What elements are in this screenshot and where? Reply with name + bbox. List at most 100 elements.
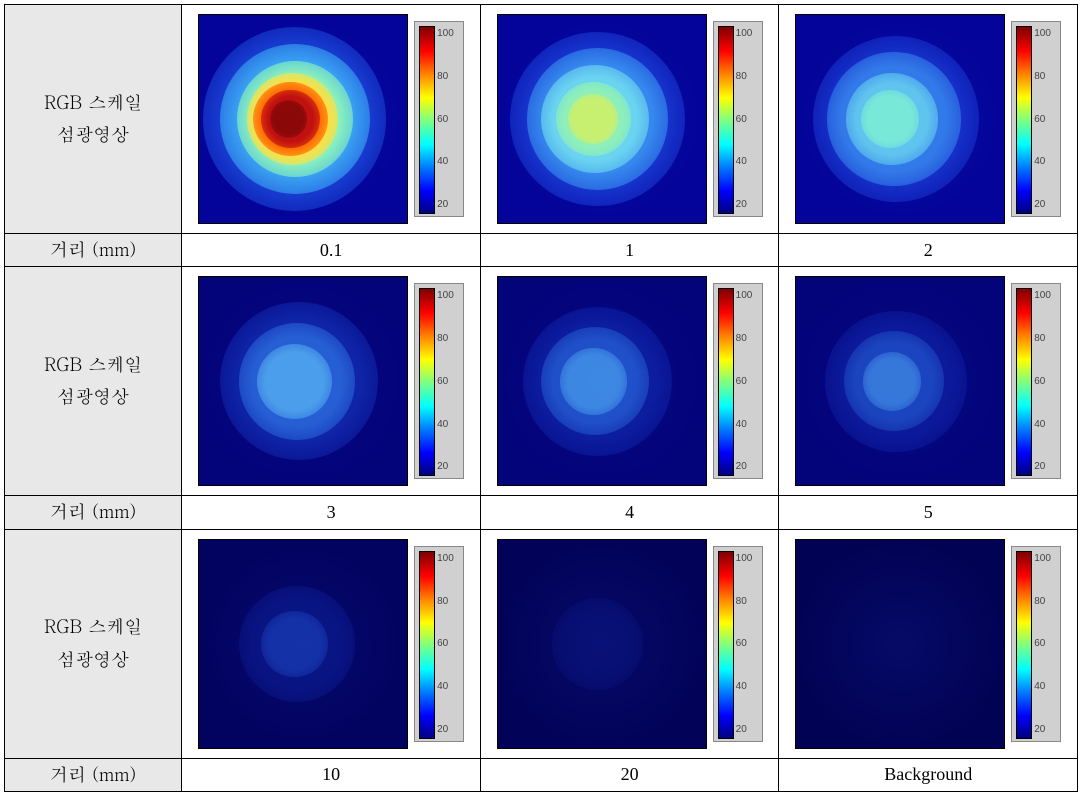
colorbar-tick: 100 [437, 28, 459, 39]
colorbar-tick: 20 [437, 461, 459, 472]
distance-text: 0.1 [320, 240, 343, 260]
colorbar: 10080604020 [414, 21, 464, 217]
colorbar-gradient [1016, 551, 1032, 739]
colorbar-gradient [718, 551, 734, 739]
colorbar-tick: 40 [736, 156, 758, 167]
colorbar-gradient [718, 26, 734, 214]
distance-value: 20 [480, 758, 779, 791]
colorbar-ticks: 10080604020 [1034, 551, 1056, 737]
colorbar-gradient [419, 551, 435, 739]
colorbar-tick: 40 [736, 419, 758, 430]
colorbar-tick: 60 [437, 638, 459, 649]
colorbar-ticks: 10080604020 [1034, 288, 1056, 474]
heatmap-cell: 100 80 60 40 20 [182, 267, 481, 496]
colorbar-tick: 100 [437, 553, 459, 564]
row-header-line2: 섬광영상 [5, 119, 181, 151]
colorbar: 10080604020 [1011, 21, 1061, 217]
colorbar: 10080604020 [1011, 283, 1061, 479]
colorbar-ticks: 10080604020 [736, 288, 758, 474]
heatmap-image [497, 14, 707, 224]
distance-value: 5 [779, 496, 1078, 529]
heatmap-cell: 10080604020 [480, 267, 779, 496]
colorbar-tick: 80 [736, 333, 758, 344]
colorbar-tick: 60 [1034, 114, 1056, 125]
colorbar-tick: 80 [1034, 71, 1056, 82]
distance-text: 4 [625, 502, 634, 522]
colorbar-tick: 80 [437, 333, 459, 344]
colorbar-tick: 40 [437, 419, 459, 430]
row-header-line2: 섬광영상 [5, 644, 181, 676]
row-header-distance: 거리 (mm) [5, 758, 182, 791]
heatmap-cell: 10080604020 [182, 529, 481, 758]
scintillation-image-table: RGB 스케일섬광영상10080604020100806040201008060… [4, 4, 1078, 792]
colorbar-tick: 20 [1034, 724, 1056, 735]
colorbar-tick: 80 [736, 596, 758, 607]
heatmap-cell: 10080604020 [480, 5, 779, 234]
colorbar: 100 80 60 40 20 [713, 546, 763, 742]
distance-header-text: 거리 (mm) [50, 237, 136, 262]
colorbar-gradient [1016, 26, 1032, 214]
heatmap-image [198, 539, 408, 749]
colorbar-tick: 40 [1034, 681, 1056, 692]
heatmap-image [497, 276, 707, 486]
colorbar-ticks: 100 80 60 40 20 [736, 551, 758, 737]
heatmap-cell: 10080604020 [779, 529, 1078, 758]
colorbar: 10080604020 [1011, 546, 1061, 742]
heatmap-cell: 10080604020 [779, 5, 1078, 234]
distance-value: 3 [182, 496, 481, 529]
colorbar-tick: 80 [437, 596, 459, 607]
row-header-line1: RGB 스케일 [5, 87, 181, 119]
row-header-line2: 섬광영상 [5, 381, 181, 413]
distance-value: 2 [779, 234, 1078, 267]
colorbar: 10080604020 [713, 283, 763, 479]
colorbar-tick: 40 [736, 681, 758, 692]
colorbar-ticks: 10080604020 [437, 26, 459, 212]
colorbar-tick: 60 [736, 638, 758, 649]
heatmap-image [795, 276, 1005, 486]
heatmap-image [198, 276, 408, 486]
colorbar-tick: 60 [1034, 638, 1056, 649]
distance-text: 1 [625, 240, 634, 260]
distance-value: 4 [480, 496, 779, 529]
heatmap-image [497, 539, 707, 749]
heatmap-image [198, 14, 408, 224]
colorbar: 10080604020 [414, 546, 464, 742]
colorbar-ticks: 10080604020 [1034, 26, 1056, 212]
distance-text: 10 [322, 764, 340, 784]
colorbar-tick: 20 [1034, 461, 1056, 472]
distance-text: 2 [924, 240, 933, 260]
distance-header-text: 거리 (mm) [50, 762, 136, 787]
row-header-distance: 거리 (mm) [5, 496, 182, 529]
colorbar-tick: 60 [736, 114, 758, 125]
row-header-distance: 거리 (mm) [5, 234, 182, 267]
colorbar: 10080604020 [713, 21, 763, 217]
heatmap-cell: 100 80 60 40 20 [480, 529, 779, 758]
colorbar-tick: 100 [1034, 553, 1056, 564]
row-header-line1: RGB 스케일 [5, 611, 181, 643]
colorbar-tick: 100 [736, 28, 758, 39]
colorbar-tick: 60 [437, 376, 459, 387]
colorbar-gradient [718, 288, 734, 476]
colorbar-tick: 20 [1034, 199, 1056, 210]
colorbar-tick: 40 [437, 681, 459, 692]
colorbar-tick: 80 [1034, 333, 1056, 344]
heatmap-image [795, 539, 1005, 749]
distance-text: 5 [924, 502, 933, 522]
distance-value: 0.1 [182, 234, 481, 267]
distance-text: 20 [621, 764, 639, 784]
colorbar-tick: 100 [736, 553, 758, 564]
colorbar-gradient [419, 288, 435, 476]
colorbar-tick: 20 [736, 724, 758, 735]
heatmap-cell: 10080604020 [182, 5, 481, 234]
heatmap-image [795, 14, 1005, 224]
row-header-image: RGB 스케일섬광영상 [5, 5, 182, 234]
heatmap-cell: 10080604020 [779, 267, 1078, 496]
colorbar-tick: 20 [437, 199, 459, 210]
colorbar-tick: 80 [437, 71, 459, 82]
colorbar-tick: 100 [437, 290, 459, 301]
colorbar-tick: 40 [437, 156, 459, 167]
colorbar: 100 80 60 40 20 [414, 283, 464, 479]
colorbar-tick: 100 [736, 290, 758, 301]
colorbar-tick: 100 [1034, 28, 1056, 39]
colorbar-tick: 20 [736, 461, 758, 472]
